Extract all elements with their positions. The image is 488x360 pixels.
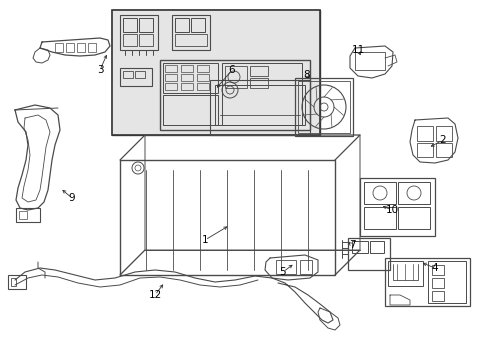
Bar xyxy=(175,18,189,32)
Bar xyxy=(384,258,469,306)
Bar xyxy=(135,71,145,78)
Bar xyxy=(172,15,209,50)
Bar xyxy=(88,43,96,52)
Bar xyxy=(66,43,74,52)
Bar xyxy=(16,208,40,222)
Bar xyxy=(164,74,177,81)
Bar xyxy=(431,265,443,275)
Bar xyxy=(123,34,137,46)
Bar xyxy=(164,83,177,90)
Bar xyxy=(416,143,432,157)
Bar xyxy=(11,278,16,286)
Bar xyxy=(363,182,395,204)
Bar xyxy=(351,241,367,253)
Bar xyxy=(197,65,208,72)
Bar xyxy=(435,126,451,141)
Bar xyxy=(164,65,177,72)
Bar xyxy=(397,182,429,204)
Bar xyxy=(181,74,193,81)
Bar xyxy=(120,15,158,50)
Bar xyxy=(249,66,267,76)
Bar xyxy=(123,71,133,78)
Bar xyxy=(120,160,334,275)
Bar xyxy=(297,81,349,133)
Bar xyxy=(55,43,63,52)
Text: 12: 12 xyxy=(148,290,162,300)
Bar xyxy=(363,207,395,229)
Bar xyxy=(139,34,153,46)
Bar xyxy=(163,63,218,93)
Bar xyxy=(120,68,152,86)
Bar xyxy=(209,80,309,135)
Bar xyxy=(123,18,137,32)
Bar xyxy=(163,95,218,125)
Bar xyxy=(181,65,193,72)
Text: 10: 10 xyxy=(385,205,398,215)
Bar xyxy=(215,85,305,125)
Bar xyxy=(224,66,246,88)
Text: 2: 2 xyxy=(439,135,446,145)
Bar xyxy=(77,43,85,52)
Bar xyxy=(431,291,443,301)
Bar xyxy=(359,178,434,236)
Bar xyxy=(427,261,465,303)
Bar xyxy=(197,83,208,90)
Bar xyxy=(160,60,309,130)
Bar xyxy=(191,18,204,32)
Bar xyxy=(435,143,451,157)
Bar xyxy=(354,52,384,70)
Bar xyxy=(299,260,311,274)
Bar xyxy=(112,10,319,135)
Bar xyxy=(8,275,26,289)
Bar xyxy=(416,126,432,141)
Text: 8: 8 xyxy=(303,70,310,80)
Text: 9: 9 xyxy=(68,193,75,203)
Bar xyxy=(397,207,429,229)
Bar xyxy=(19,211,27,219)
Bar xyxy=(175,34,206,46)
Bar xyxy=(197,74,208,81)
Bar xyxy=(249,78,267,88)
Bar xyxy=(369,241,383,253)
Text: 3: 3 xyxy=(97,65,103,75)
Text: 11: 11 xyxy=(351,45,364,55)
Bar xyxy=(431,278,443,288)
Bar xyxy=(275,260,295,274)
Text: 7: 7 xyxy=(348,240,355,250)
Bar xyxy=(387,261,422,286)
Text: 4: 4 xyxy=(431,263,437,273)
Bar xyxy=(222,63,302,125)
Text: 5: 5 xyxy=(279,267,286,277)
Bar xyxy=(139,18,153,32)
Text: 6: 6 xyxy=(228,65,235,75)
Bar xyxy=(181,83,193,90)
Bar xyxy=(347,238,389,270)
Text: 1: 1 xyxy=(201,235,208,245)
Bar xyxy=(112,10,319,135)
Bar xyxy=(294,78,352,136)
